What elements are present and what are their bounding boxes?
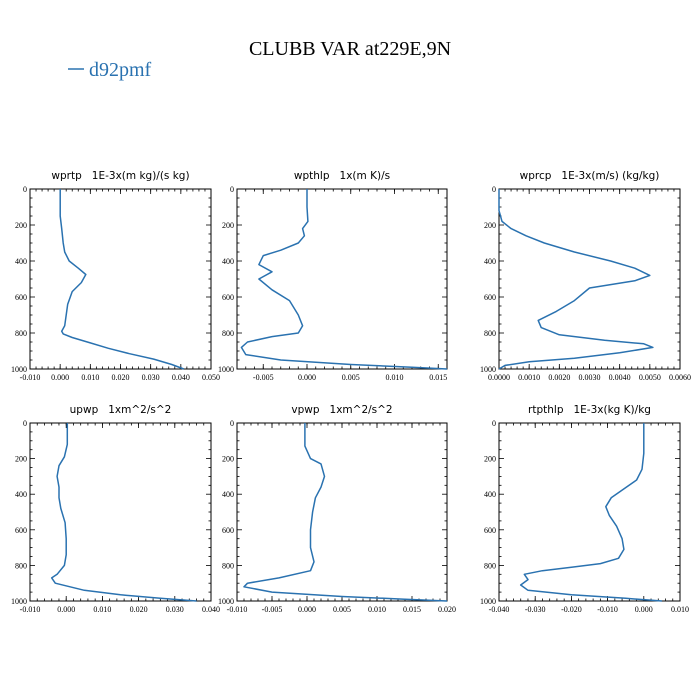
x-tick-label: 0.0000 — [488, 373, 510, 382]
series-line-d92pmf — [243, 423, 448, 602]
x-tick-label: 0.020 — [130, 605, 148, 614]
y-tick-label: 1000 — [218, 365, 234, 374]
x-tick-label: 0.0060 — [669, 373, 691, 382]
y-tick-label: 800 — [484, 561, 496, 570]
y-tick-label: 400 — [484, 490, 496, 499]
y-tick-label: 400 — [15, 490, 27, 499]
x-tick-label: -0.010 — [227, 605, 248, 614]
y-tick-label: 0 — [23, 419, 27, 428]
x-tick-label: 0.040 — [202, 605, 220, 614]
x-tick-label: 0.0040 — [609, 373, 631, 382]
x-tick-label: 0.005 — [342, 373, 360, 382]
series-line-d92pmf — [240, 189, 448, 370]
x-tick-label: 0.000 — [635, 605, 653, 614]
y-tick-label: 800 — [15, 329, 27, 338]
x-tick-label: 0.005 — [333, 605, 351, 614]
x-tick-label: -0.005 — [262, 605, 283, 614]
series-line-d92pmf — [59, 189, 185, 370]
series-line-d92pmf — [519, 423, 662, 602]
y-tick-label: 1000 — [480, 597, 496, 606]
x-tick-label: -0.010 — [20, 373, 41, 382]
x-tick-label: 0.0050 — [639, 373, 661, 382]
x-tick-label: 0.015 — [429, 373, 447, 382]
panel-5: vpwp 1xm^2/s^2 -0.010 -0.005 0.000 0.005 0.01… — [218, 404, 456, 614]
x-tick-label: 0.010 — [368, 605, 386, 614]
y-tick-label: 400 — [222, 490, 234, 499]
x-tick-label: 0.000 — [57, 605, 75, 614]
y-tick-label: 0 — [23, 185, 27, 194]
x-tick-label: 0.020 — [112, 373, 130, 382]
y-tick-label: 400 — [222, 257, 234, 266]
main-title: CLUBB VAR at229E,9N — [249, 38, 451, 60]
x-tick-label: 0.015 — [403, 605, 421, 614]
x-tick-label: 0.020 — [438, 605, 456, 614]
panel-4: upwp 1xm^2/s^2 -0.010 0.000 0.010 0.020 0.030… — [11, 404, 220, 614]
y-tick-label: 600 — [484, 293, 496, 302]
y-tick-label: 1000 — [480, 365, 496, 374]
panel-title: wpthlp 1x(m K)/s — [294, 170, 390, 182]
panel-title: wprcp 1E-3x(m/s) (kg/kg) — [520, 170, 660, 182]
panels: wprtp 1E-3x(m kg)/(s kg) -0.010 0.000 0.010… — [11, 170, 691, 614]
x-tick-label: -0.010 — [20, 605, 41, 614]
x-tick-label: 0.040 — [172, 373, 190, 382]
panel-title: rtpthlp 1E-3x(kg K)/kg — [528, 404, 651, 416]
y-tick-label: 400 — [484, 257, 496, 266]
series-line-d92pmf — [50, 423, 197, 602]
x-tick-label: -0.005 — [253, 373, 274, 382]
y-tick-label: 200 — [484, 455, 496, 464]
y-tick-label: 200 — [222, 221, 234, 230]
panel-title: upwp 1xm^2/s^2 — [70, 404, 172, 416]
y-tick-label: 600 — [15, 293, 27, 302]
y-tick-label: 1000 — [11, 597, 27, 606]
legend: d92pmf — [68, 59, 152, 81]
y-tick-label: 600 — [484, 526, 496, 535]
x-tick-label: 0.000 — [51, 373, 69, 382]
x-tick-label: 0.010 — [81, 373, 99, 382]
x-tick-label: -0.020 — [561, 605, 582, 614]
x-tick-label: 0.0020 — [548, 373, 570, 382]
y-tick-label: 200 — [484, 221, 496, 230]
panel-1: wprtp 1E-3x(m kg)/(s kg) -0.010 0.000 0.010… — [11, 170, 220, 382]
y-tick-label: 0 — [492, 185, 496, 194]
x-tick-label: 0.0030 — [579, 373, 601, 382]
x-tick-label: 0.050 — [202, 373, 220, 382]
y-tick-label: 600 — [222, 293, 234, 302]
panel-3: wprcp 1E-3x(m/s) (kg/kg) 0.0000 0.0010 0.00… — [480, 170, 691, 382]
y-tick-label: 800 — [484, 329, 496, 338]
y-tick-label: 600 — [222, 526, 234, 535]
x-tick-label: -0.040 — [489, 605, 510, 614]
y-tick-label: 600 — [15, 526, 27, 535]
x-tick-label: -0.010 — [597, 605, 618, 614]
y-tick-label: 200 — [15, 221, 27, 230]
y-tick-label: 400 — [15, 257, 27, 266]
x-tick-label: 0.030 — [166, 605, 184, 614]
x-tick-label: 0.010 — [386, 373, 404, 382]
y-tick-label: 0 — [492, 419, 496, 428]
y-tick-label: 800 — [222, 329, 234, 338]
y-tick-label: 1000 — [11, 365, 27, 374]
panel-2: wpthlp 1x(m K)/s -0.005 0.000 0.005 0.010 0.0… — [218, 170, 448, 382]
x-tick-label: -0.030 — [525, 605, 546, 614]
panel-6: rtpthlp 1E-3x(kg K)/kg -0.040 -0.030 -0.020… — [480, 404, 689, 614]
x-tick-label: 0.0010 — [518, 373, 540, 382]
panel-title: vpwp 1xm^2/s^2 — [291, 404, 392, 416]
x-tick-label: 0.010 — [93, 605, 111, 614]
x-tick-label: 0.000 — [298, 373, 316, 382]
panel-title: wprtp 1E-3x(m kg)/(s kg) — [51, 170, 189, 182]
series-line-d92pmf — [498, 189, 654, 370]
legend-label: d92pmf — [89, 59, 152, 81]
x-tick-label: 0.000 — [298, 605, 316, 614]
y-tick-label: 0 — [230, 419, 234, 428]
x-tick-label: 0.030 — [142, 373, 160, 382]
y-tick-label: 0 — [230, 185, 234, 194]
y-tick-label: 1000 — [218, 597, 234, 606]
y-tick-label: 200 — [15, 455, 27, 464]
y-tick-label: 200 — [222, 455, 234, 464]
y-tick-label: 800 — [222, 561, 234, 570]
y-tick-label: 800 — [15, 561, 27, 570]
x-tick-label: 0.010 — [671, 605, 689, 614]
